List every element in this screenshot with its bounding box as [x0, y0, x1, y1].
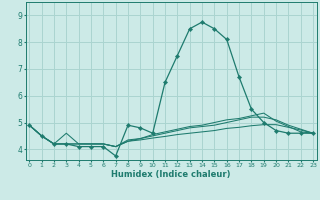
X-axis label: Humidex (Indice chaleur): Humidex (Indice chaleur) [111, 170, 231, 179]
